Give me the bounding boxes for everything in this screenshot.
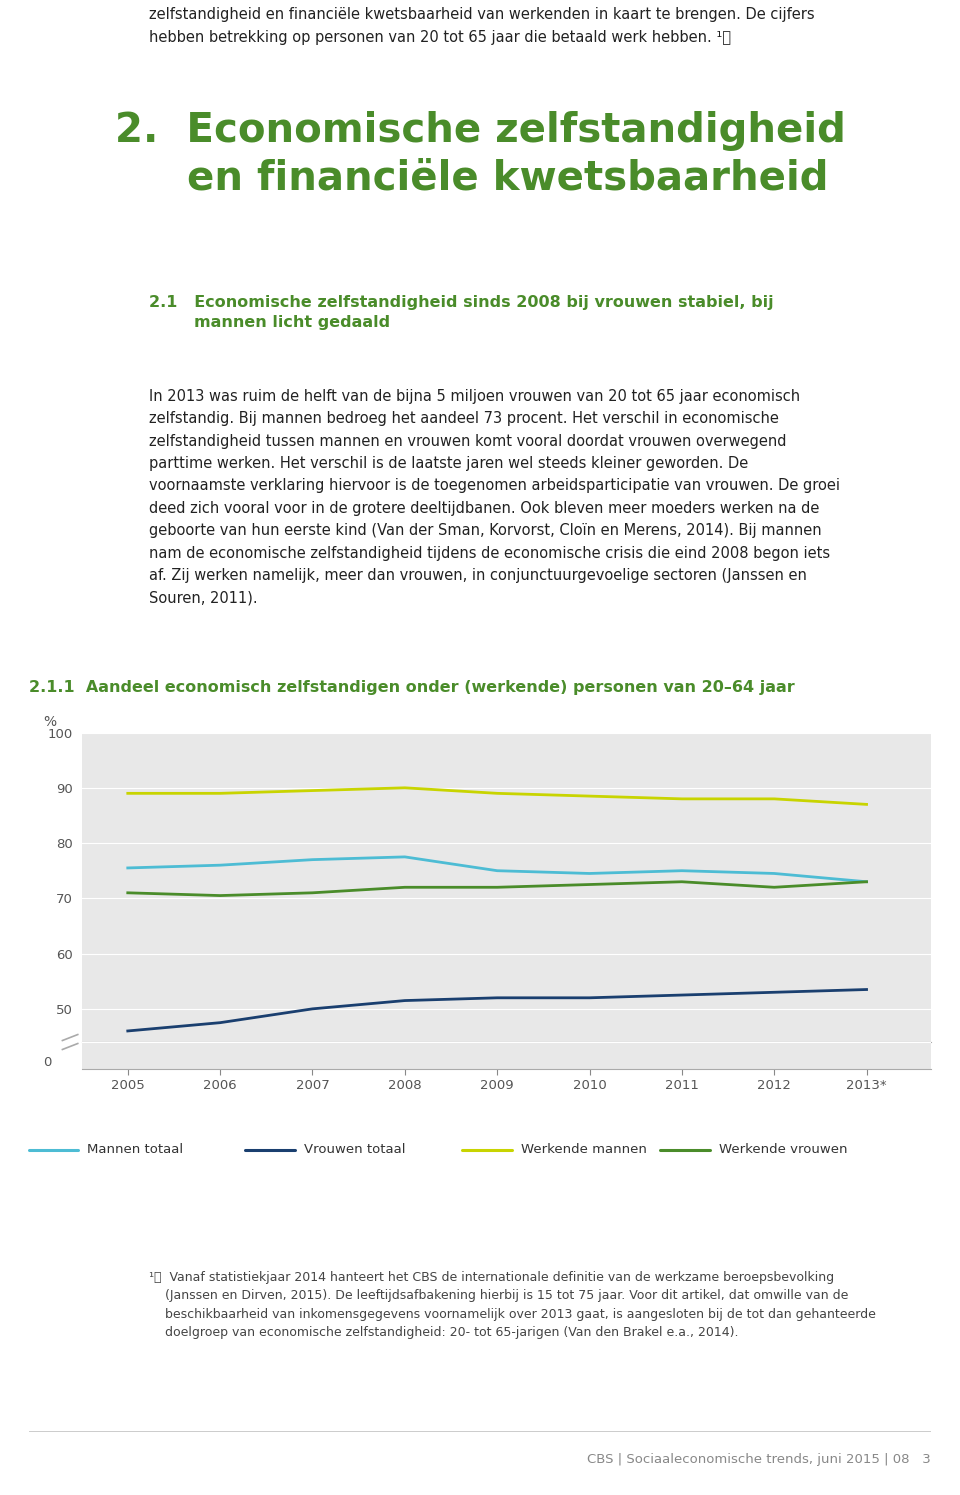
Text: 2.1.1  Aandeel economisch zelfstandigen onder (werkende) personen van 20–64 jaar: 2.1.1 Aandeel economisch zelfstandigen o… [29, 680, 795, 695]
Text: zelfstandigheid en financiële kwetsbaarheid van werkenden in kaart te brengen. D: zelfstandigheid en financiële kwetsbaarh… [149, 7, 814, 45]
Text: 0: 0 [43, 1055, 52, 1069]
Text: Werkende vrouwen: Werkende vrouwen [719, 1144, 848, 1156]
Text: CBS | Sociaaleconomische trends, juni 2015 | 08   3: CBS | Sociaaleconomische trends, juni 20… [588, 1453, 931, 1465]
Text: Mannen totaal: Mannen totaal [87, 1144, 183, 1156]
Text: In 2013 was ruim de helft van de bijna 5 miljoen vrouwen van 20 tot 65 jaar econ: In 2013 was ruim de helft van de bijna 5… [149, 389, 840, 605]
Text: %: % [43, 716, 57, 730]
Text: Werkende mannen: Werkende mannen [520, 1144, 646, 1156]
Text: ¹⧩  Vanaf statistiekjaar 2014 hanteert het CBS de internationale definitie van d: ¹⧩ Vanaf statistiekjaar 2014 hanteert he… [149, 1271, 876, 1340]
Text: 2.  Economische zelfstandigheid
    en financiële kwetsbaarheid: 2. Economische zelfstandigheid en financ… [114, 111, 846, 199]
Text: Vrouwen totaal: Vrouwen totaal [304, 1144, 405, 1156]
Text: 2.1   Economische zelfstandigheid sinds 2008 bij vrouwen stabiel, bij
        ma: 2.1 Economische zelfstandigheid sinds 20… [149, 295, 774, 330]
